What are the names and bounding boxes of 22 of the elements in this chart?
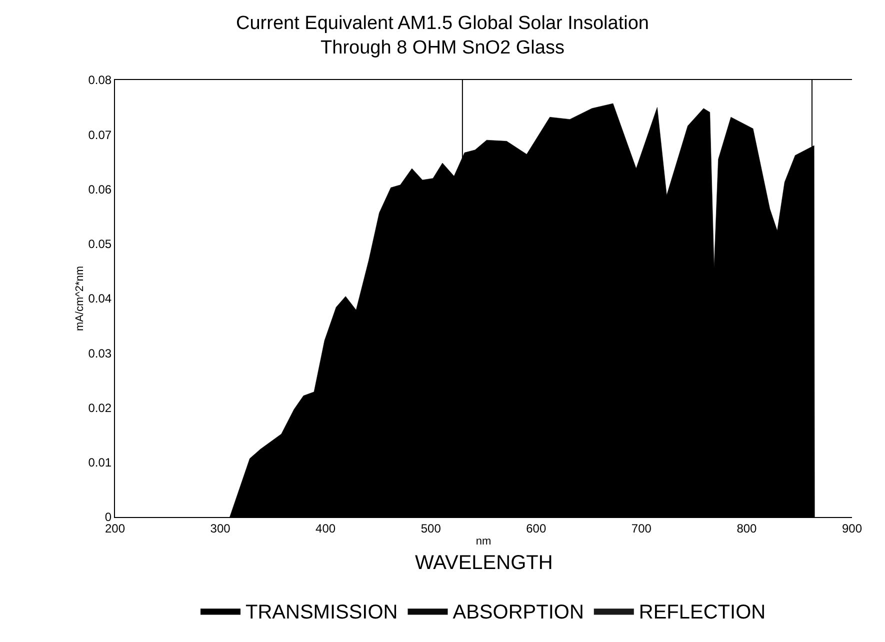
y-tick-label: 0.07 (88, 128, 112, 142)
x-tick-label: 900 (842, 521, 862, 536)
y-tick-label: 0.02 (88, 400, 112, 415)
chart-title: Current Equivalent AM1.5 Global Solar Insolation Through 8 OHM SnO2 Glass (236, 12, 649, 59)
x-tick-label: 800 (736, 521, 758, 536)
text: WAVELENGTH (415, 552, 553, 574)
y-tick-label: 0.04 (88, 292, 112, 306)
x-tick-label: 400 (316, 521, 336, 536)
y-tick-label: 0.08 (88, 73, 112, 88)
x-tick-label: 500 (420, 521, 442, 536)
x-tick-label: 300 (210, 521, 231, 536)
x-tick-label: 700 (631, 521, 652, 536)
y-tick-label: 0.06 (88, 182, 112, 196)
legend-label: REFLECTION (638, 602, 766, 624)
y-tick-label: 0.05 (88, 237, 112, 252)
legend-label: ABSORPTION (452, 602, 584, 624)
y-axis-title: mA/cm^2*nm (74, 266, 86, 332)
x-tick-label: 600 (526, 521, 546, 536)
x-axis-title: nm (476, 536, 492, 548)
y-tick-label: 0.03 (88, 346, 112, 360)
legend-label: TRANSMISSION (246, 602, 398, 624)
y-tick-label: 0.01 (88, 456, 112, 470)
